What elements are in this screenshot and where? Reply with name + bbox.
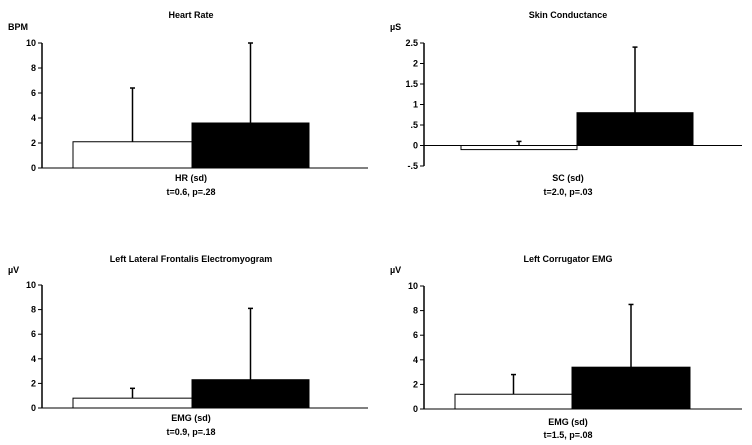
y-unit-label: BPM (8, 22, 28, 32)
stat-label: t=2.0, p=.03 (543, 187, 592, 197)
y-tick-label: 4 (31, 113, 36, 123)
y-tick-label: 10 (408, 281, 418, 291)
panel-skin-conductance: Skin Conductance µS SC (sd) t=2.0, p=.03 (390, 10, 607, 197)
bar-black (191, 122, 310, 169)
y-tick-label: 6 (31, 329, 36, 339)
y-tick-label: 0 (31, 403, 36, 413)
chart-title: Skin Conductance (529, 10, 608, 20)
y-tick-label: 0 (413, 404, 418, 414)
y-tick-label: 4 (413, 355, 418, 365)
y-tick-label: 0 (413, 141, 418, 151)
y-unit-label: µS (390, 22, 401, 32)
x-axis-label: EMG (sd) (171, 413, 211, 423)
y-unit-label: µV (8, 265, 19, 275)
y-tick-label: 1.5 (405, 79, 418, 89)
y-tick-label: 0 (31, 163, 36, 173)
y-tick-label: 2 (31, 378, 36, 388)
chart-title: Left Corrugator EMG (524, 254, 613, 264)
stat-label: t=0.6, p=.28 (166, 187, 215, 197)
bar-white (454, 393, 573, 410)
y-tick-label: 10 (26, 38, 36, 48)
bar-black (576, 112, 694, 146)
y-tick-label: 10 (26, 280, 36, 290)
bar-white (72, 397, 193, 409)
y-tick-label: 2 (413, 59, 418, 69)
chart-marks: 0 2 4 6 8 10 -.5 0 .5 1 1.5 2 2.5 0 2 4 6 8 10 0 2 4 6 8 10 (26, 38, 742, 414)
y-unit-label: µV (390, 265, 401, 275)
stat-label: t=1.5, p=.08 (543, 430, 592, 440)
bar-black (571, 366, 691, 410)
y-tick-label: -.5 (407, 161, 418, 171)
y-tick-label: 6 (31, 88, 36, 98)
y-tick-label: 8 (413, 306, 418, 316)
y-tick-label: 4 (31, 354, 36, 364)
panel-corrugator-emg: Left Corrugator EMG µV EMG (sd) t=1.5, p… (390, 254, 613, 440)
y-tick-label: 2 (413, 379, 418, 389)
x-axis-label: EMG (sd) (548, 417, 588, 427)
y-tick-label: 2.5 (405, 38, 418, 48)
y-tick-label: .5 (410, 120, 418, 130)
y-tick-label: 8 (31, 63, 36, 73)
chart-title: Left Lateral Frontalis Electromyogram (110, 254, 273, 264)
y-tick-label: 1 (413, 100, 418, 110)
y-tick-label: 6 (413, 330, 418, 340)
chart-title: Heart Rate (168, 10, 213, 20)
x-axis-label: SC (sd) (552, 173, 584, 183)
stat-label: t=0.9, p=.18 (166, 427, 215, 437)
y-tick-label: 2 (31, 138, 36, 148)
y-tick-label: 8 (31, 305, 36, 315)
panel-frontalis-emg: Left Lateral Frontalis Electromyogram µV… (8, 254, 272, 437)
bar-white (72, 141, 193, 169)
bar-white (460, 145, 578, 151)
panel-heart-rate: Heart Rate BPM HR (sd) t=0.6, p=.28 (8, 10, 216, 197)
x-axis-label: HR (sd) (175, 173, 207, 183)
bar-black (191, 379, 310, 409)
